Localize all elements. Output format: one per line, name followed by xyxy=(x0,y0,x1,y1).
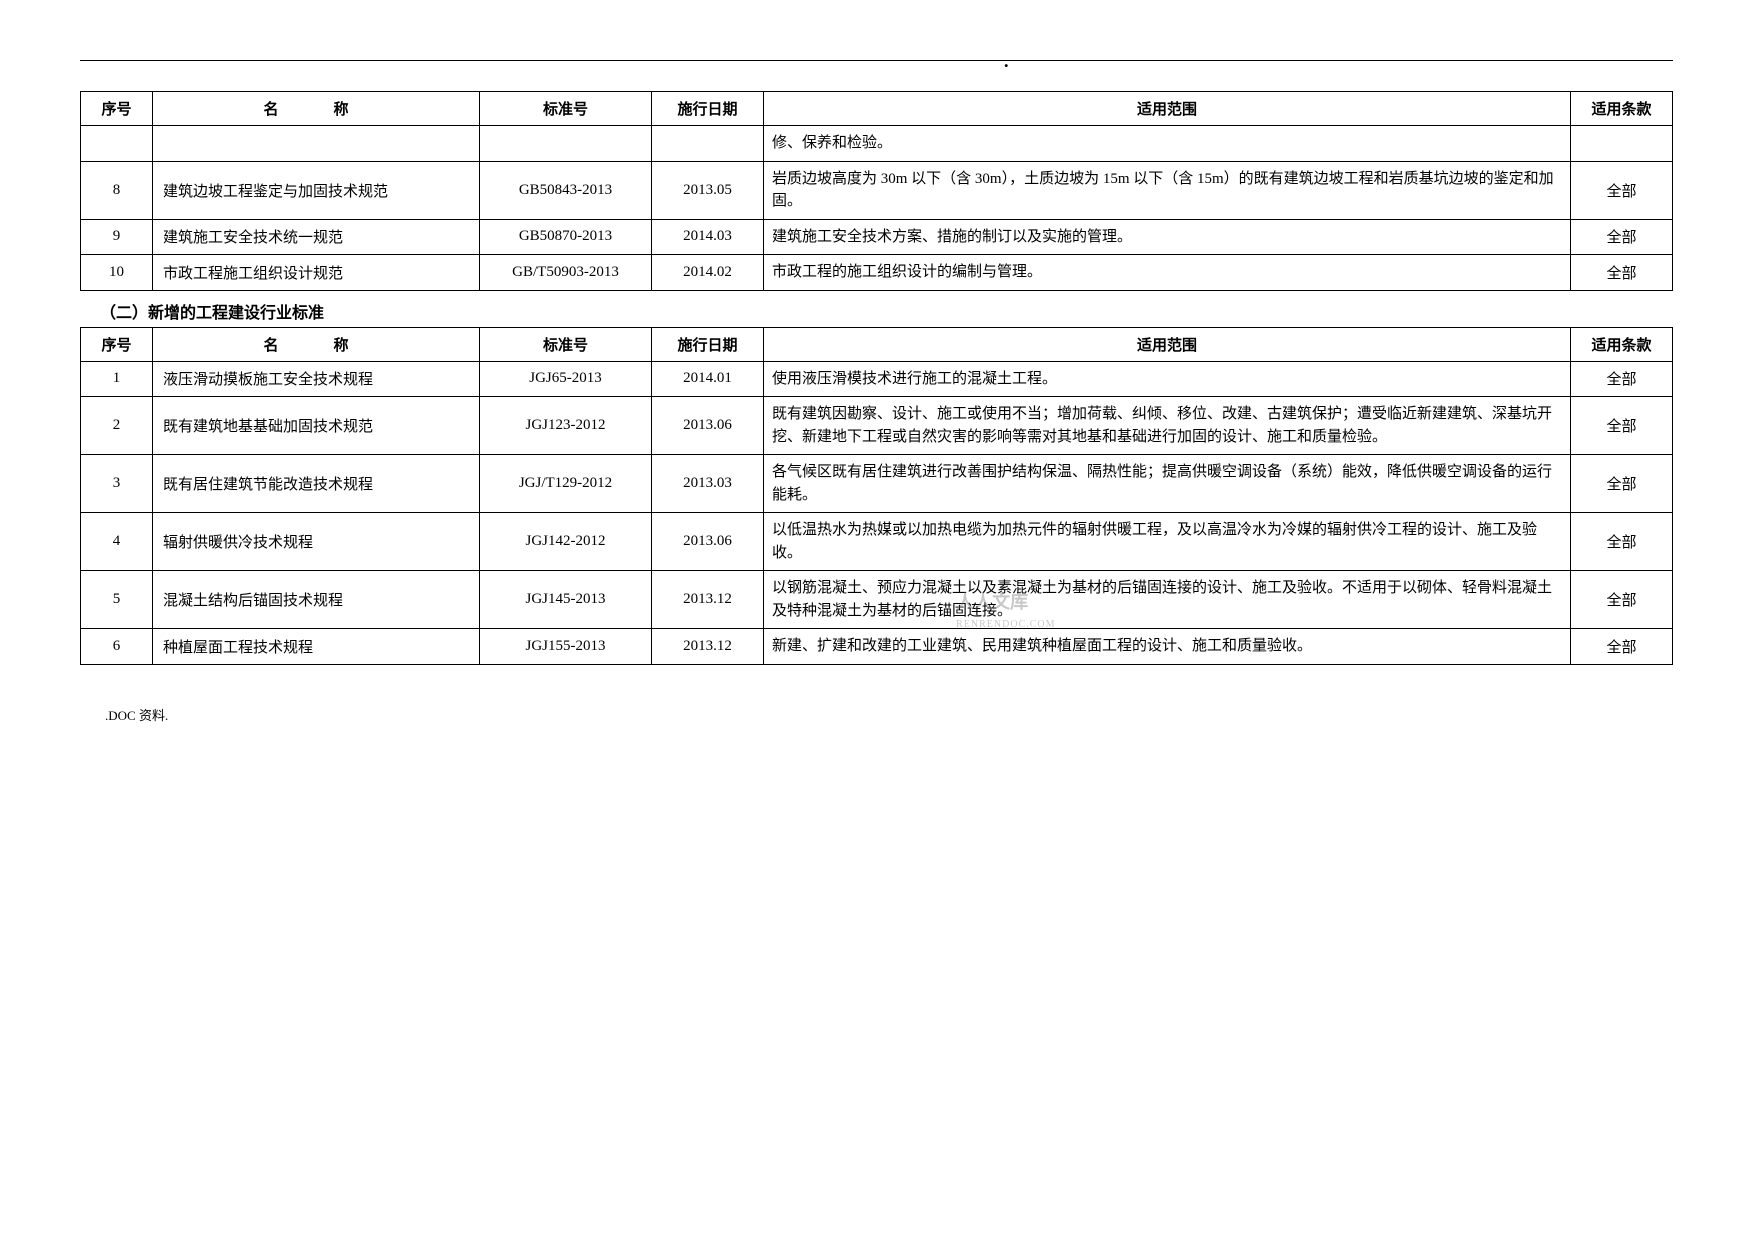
cell-std: JGJ145-2013 xyxy=(480,571,652,629)
cell-name: 种植屋面工程技术规程 xyxy=(153,629,480,665)
cell-name: 建筑边坡工程鉴定与加固技术规范 xyxy=(153,161,480,219)
document-page: . 序号 名 称 标准号 施行日期 适用范围 适用条款 修、保养和检验。8建筑边… xyxy=(80,60,1673,724)
cell-seq: 3 xyxy=(81,455,153,513)
header-name: 名 称 xyxy=(153,327,480,361)
cell-date: 2013.06 xyxy=(652,397,764,455)
cell-clause: 全部 xyxy=(1571,629,1673,665)
cell-date: 2013.12 xyxy=(652,571,764,629)
table-row: 3既有居住建筑节能改造技术规程JGJ/T129-20122013.03各气候区既… xyxy=(81,455,1673,513)
header-seq: 序号 xyxy=(81,327,153,361)
cell-clause: 全部 xyxy=(1571,361,1673,397)
cell-clause: 全部 xyxy=(1571,455,1673,513)
cell-scope: 岩质边坡高度为 30m 以下（含 30m），土质边坡为 15m 以下（含 15m… xyxy=(764,161,1571,219)
cell-date: 2013.06 xyxy=(652,513,764,571)
header-clause: 适用条款 xyxy=(1571,327,1673,361)
table-row: 修、保养和检验。 xyxy=(81,126,1673,162)
cell-scope: 新建、扩建和改建的工业建筑、民用建筑种植屋面工程的设计、施工和质量验收。 xyxy=(764,629,1571,665)
table-row: 4辐射供暖供冷技术规程JGJ142-20122013.06以低温热水为热媒或以加… xyxy=(81,513,1673,571)
table-row: 10市政工程施工组织设计规范GB/T50903-20132014.02市政工程的… xyxy=(81,255,1673,291)
cell-name: 混凝土结构后锚固技术规程 xyxy=(153,571,480,629)
table-row: 9建筑施工安全技术统一规范GB50870-20132014.03建筑施工安全技术… xyxy=(81,219,1673,255)
header-clause: 适用条款 xyxy=(1571,92,1673,126)
header-std: 标准号 xyxy=(480,92,652,126)
table-row: 6种植屋面工程技术规程JGJ155-20132013.12新建、扩建和改建的工业… xyxy=(81,629,1673,665)
cell-clause: 全部 xyxy=(1571,255,1673,291)
header-date: 施行日期 xyxy=(652,92,764,126)
cell-std: JGJ65-2013 xyxy=(480,361,652,397)
cell-seq: 6 xyxy=(81,629,153,665)
cell-scope: 市政工程的施工组织设计的编制与管理。 xyxy=(764,255,1571,291)
header-dot: . xyxy=(1004,51,1009,72)
cell-std: JGJ/T129-2012 xyxy=(480,455,652,513)
cell-seq: 4 xyxy=(81,513,153,571)
header-date: 施行日期 xyxy=(652,327,764,361)
cell-seq: 8 xyxy=(81,161,153,219)
cell-date xyxy=(652,126,764,162)
table-row: 5混凝土结构后锚固技术规程JGJ145-20132013.12以钢筋混凝土、预应… xyxy=(81,571,1673,629)
header-scope: 适用范围 xyxy=(764,92,1571,126)
cell-scope: 建筑施工安全技术方案、措施的制订以及实施的管理。 xyxy=(764,219,1571,255)
cell-std: GB50870-2013 xyxy=(480,219,652,255)
cell-date: 2014.01 xyxy=(652,361,764,397)
standards-table-1: 序号 名 称 标准号 施行日期 适用范围 适用条款 修、保养和检验。8建筑边坡工… xyxy=(80,91,1673,291)
table2-body: 1液压滑动摸板施工安全技术规程JGJ65-20132014.01使用液压滑模技术… xyxy=(81,361,1673,664)
cell-name: 液压滑动摸板施工安全技术规程 xyxy=(153,361,480,397)
cell-seq: 9 xyxy=(81,219,153,255)
table1-body: 修、保养和检验。8建筑边坡工程鉴定与加固技术规范GB50843-20132013… xyxy=(81,126,1673,291)
cell-clause: 全部 xyxy=(1571,397,1673,455)
table-row: 8建筑边坡工程鉴定与加固技术规范GB50843-20132013.05岩质边坡高… xyxy=(81,161,1673,219)
standards-table-2: 序号 名 称 标准号 施行日期 适用范围 适用条款 1液压滑动摸板施工安全技术规… xyxy=(80,327,1673,665)
cell-seq xyxy=(81,126,153,162)
cell-std: JGJ155-2013 xyxy=(480,629,652,665)
table-row: 2既有建筑地基基础加固技术规范JGJ123-20122013.06既有建筑因勘察… xyxy=(81,397,1673,455)
cell-clause: 全部 xyxy=(1571,571,1673,629)
cell-date: 2014.03 xyxy=(652,219,764,255)
header-name: 名 称 xyxy=(153,92,480,126)
header-seq: 序号 xyxy=(81,92,153,126)
header-std: 标准号 xyxy=(480,327,652,361)
cell-date: 2013.12 xyxy=(652,629,764,665)
table-row: 1液压滑动摸板施工安全技术规程JGJ65-20132014.01使用液压滑模技术… xyxy=(81,361,1673,397)
cell-date: 2013.05 xyxy=(652,161,764,219)
cell-seq: 2 xyxy=(81,397,153,455)
cell-name: 辐射供暖供冷技术规程 xyxy=(153,513,480,571)
cell-scope: 使用液压滑模技术进行施工的混凝土工程。 xyxy=(764,361,1571,397)
cell-std: GB50843-2013 xyxy=(480,161,652,219)
cell-scope: 既有建筑因勘察、设计、施工或使用不当；增加荷载、纠倾、移位、改建、古建筑保护；遭… xyxy=(764,397,1571,455)
cell-scope: 各气候区既有居住建筑进行改善围护结构保温、隔热性能；提高供暖空调设备（系统）能效… xyxy=(764,455,1571,513)
table-header-row: 序号 名 称 标准号 施行日期 适用范围 适用条款 xyxy=(81,92,1673,126)
cell-name: 市政工程施工组织设计规范 xyxy=(153,255,480,291)
cell-std: GB/T50903-2013 xyxy=(480,255,652,291)
table-header-row: 序号 名 称 标准号 施行日期 适用范围 适用条款 xyxy=(81,327,1673,361)
cell-std: JGJ142-2012 xyxy=(480,513,652,571)
cell-name: 既有建筑地基基础加固技术规范 xyxy=(153,397,480,455)
cell-seq: 10 xyxy=(81,255,153,291)
cell-date: 2013.03 xyxy=(652,455,764,513)
cell-name: 既有居住建筑节能改造技术规程 xyxy=(153,455,480,513)
section-2-heading: （二）新增的工程建设行业标准 xyxy=(100,299,1673,323)
cell-clause xyxy=(1571,126,1673,162)
cell-seq: 5 xyxy=(81,571,153,629)
cell-clause: 全部 xyxy=(1571,161,1673,219)
cell-name: 建筑施工安全技术统一规范 xyxy=(153,219,480,255)
header-scope: 适用范围 xyxy=(764,327,1571,361)
cell-scope: 修、保养和检验。 xyxy=(764,126,1571,162)
footer-text: .DOC 资料. xyxy=(105,705,1673,724)
cell-clause: 全部 xyxy=(1571,513,1673,571)
cell-clause: 全部 xyxy=(1571,219,1673,255)
cell-date: 2014.02 xyxy=(652,255,764,291)
cell-scope: 以钢筋混凝土、预应力混凝土以及素混凝土为基材的后锚固连接的设计、施工及验收。不适… xyxy=(764,571,1571,629)
cell-name xyxy=(153,126,480,162)
cell-std xyxy=(480,126,652,162)
cell-seq: 1 xyxy=(81,361,153,397)
cell-scope: 以低温热水为热媒或以加热电缆为加热元件的辐射供暖工程，及以高温冷水为冷媒的辐射供… xyxy=(764,513,1571,571)
cell-std: JGJ123-2012 xyxy=(480,397,652,455)
